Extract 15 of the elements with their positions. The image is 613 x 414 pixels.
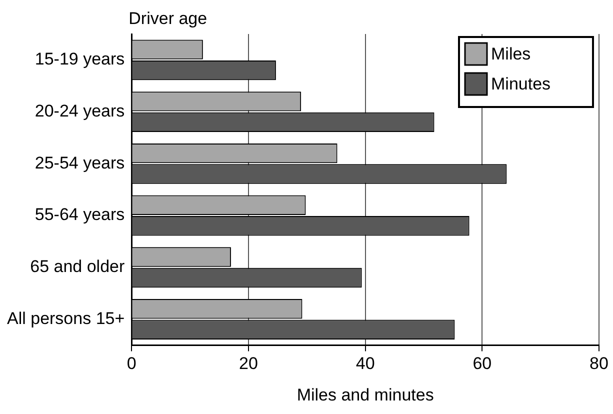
- x-axis-title: Miles and minutes: [296, 385, 434, 404]
- legend-label: Miles: [491, 44, 531, 64]
- x-tick-label: 20: [239, 354, 258, 374]
- y-axis-title: Driver age: [128, 9, 208, 28]
- y-tick-label: All persons 15+: [7, 308, 125, 328]
- x-tick-label: 80: [590, 354, 608, 374]
- y-tick-label: 15-19 years: [34, 50, 125, 69]
- y-tick-label: 20-24 years: [34, 101, 125, 120]
- y-tick-label: 55-64 years: [34, 205, 125, 224]
- legend-label: Minutes: [491, 74, 551, 94]
- y-tick-label: 65 and older: [30, 257, 125, 276]
- x-tick-label: 60: [472, 354, 492, 374]
- x-tick-label: 0: [126, 354, 136, 374]
- y-tick-label: 25-54 years: [34, 153, 125, 172]
- x-tick-label: 40: [356, 354, 375, 374]
